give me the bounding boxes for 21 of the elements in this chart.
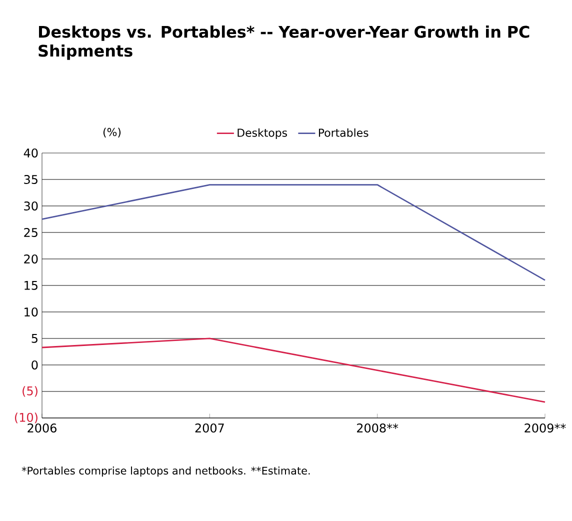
chart-title: Desktops vs. Portables* -- Year-over-Year Growth in PC Shipments xyxy=(38,26,530,60)
line-series xyxy=(41,338,546,403)
legend-label: Portables xyxy=(318,128,368,137)
y-tick-label: 0 xyxy=(32,360,38,370)
y-tick-label: 15 xyxy=(24,281,38,290)
y-tick-label: 25 xyxy=(24,228,38,238)
text: *Portables comprise laptops and netbooks. **Estimate. xyxy=(22,466,310,477)
y-tick-label: 30 xyxy=(24,201,38,211)
legend-label: Desktops xyxy=(238,128,287,139)
x-tick-label: 2006 xyxy=(28,423,56,433)
x-tick-label: 2007 xyxy=(195,423,224,433)
x-tick-label: 2009** xyxy=(524,423,566,433)
y-tick-label: 35 xyxy=(24,174,38,184)
y-tick-label: 40 xyxy=(24,148,38,158)
y-tick-label: (10) xyxy=(14,412,38,424)
y-tick-label: 10 xyxy=(24,307,38,317)
y-axis-title: (%) xyxy=(103,128,121,138)
y-tick-label: (5) xyxy=(22,386,38,397)
y-tick-label: 20 xyxy=(24,254,38,264)
x-tick-label: 2008** xyxy=(357,423,398,433)
y-tick-label: 5 xyxy=(32,334,38,343)
